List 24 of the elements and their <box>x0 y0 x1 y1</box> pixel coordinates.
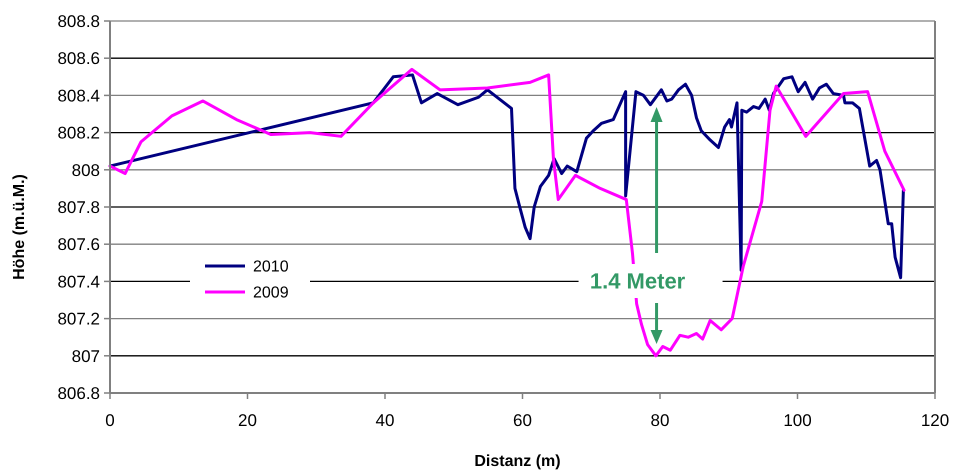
y-tick-label: 807.8 <box>57 198 100 217</box>
y-tick-label: 807.6 <box>57 235 100 254</box>
y-axis-title: Höhe (m.ü.M.) <box>11 174 28 280</box>
x-tick-label: 60 <box>513 411 532 430</box>
y-tick-label: 808.2 <box>57 124 100 143</box>
y-tick-label: 806.8 <box>57 384 100 403</box>
x-tick-label: 100 <box>783 411 812 430</box>
y-tick-label: 807.4 <box>57 272 100 292</box>
legend-label: 2010 <box>253 258 289 276</box>
y-tick-label: 808.6 <box>57 49 100 68</box>
x-tick-label: 120 <box>920 411 950 430</box>
legend-label: 2009 <box>253 284 289 302</box>
x-tick-label: 20 <box>238 411 257 430</box>
y-tick-label: 807.2 <box>57 310 100 329</box>
y-tick-label: 808 <box>72 160 100 180</box>
x-tick-label: 40 <box>376 411 394 430</box>
x-axis-title: Distanz (m) <box>474 453 561 470</box>
annotation: 1.4 Meter <box>590 268 686 294</box>
y-tick-label: 808.8 <box>57 12 100 31</box>
line-series <box>108 68 906 358</box>
y-tick-label: 807 <box>72 346 100 366</box>
x-tick-label: 0 <box>105 411 115 430</box>
x-tick-label: 80 <box>650 411 670 430</box>
y-tick-label: 808.4 <box>57 86 100 106</box>
